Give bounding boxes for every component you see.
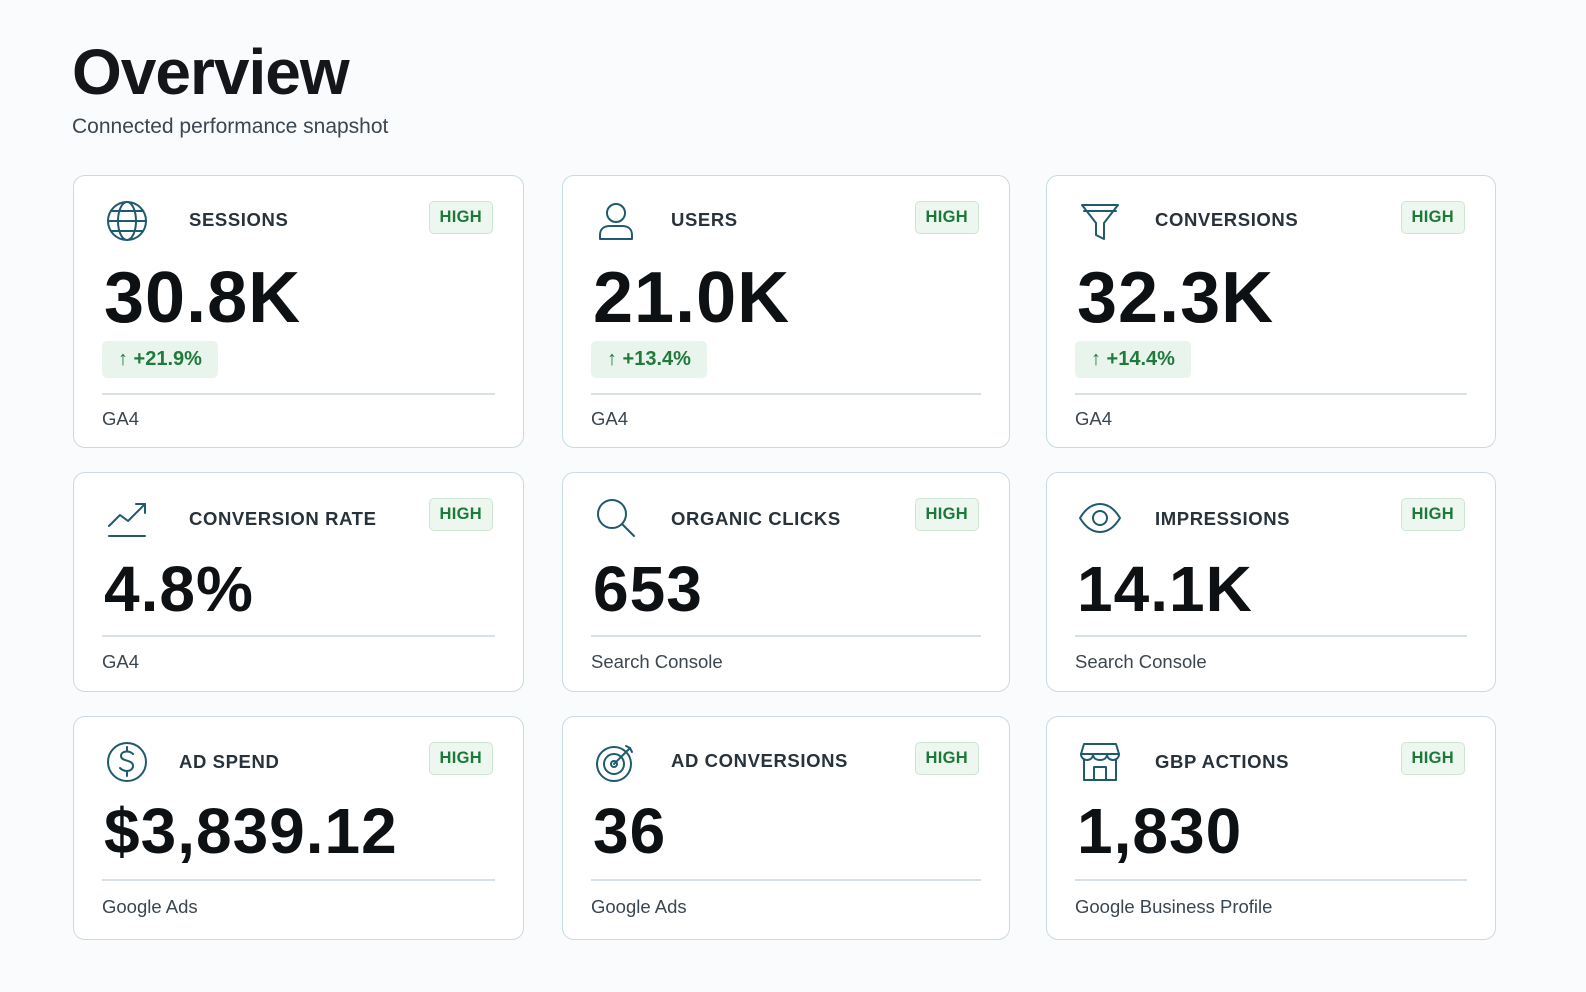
card-divider <box>1075 393 1467 395</box>
metric-source: Google Ads <box>102 896 198 917</box>
metric-source: GA4 <box>591 408 629 429</box>
storefront-icon <box>1077 739 1123 785</box>
metric-value: 32.3K <box>1077 258 1275 338</box>
confidence-badge: HIGH <box>428 201 493 234</box>
card-divider <box>591 393 981 395</box>
metric-label: CONVERSION RATE <box>189 508 377 529</box>
metric-card-ad-conversions[interactable]: AD CONVERSIONS HIGH 36 Google Ads <box>562 716 1010 940</box>
page-subtitle: Connected performance snapshot <box>72 115 389 138</box>
eye-icon <box>1077 495 1123 541</box>
metric-card-impressions[interactable]: IMPRESSIONS HIGH 14.1K Search Console <box>1046 472 1496 692</box>
metric-value: 1,830 <box>1077 795 1243 867</box>
metric-value: 4.8% <box>104 553 254 625</box>
user-icon <box>593 198 639 244</box>
metric-value: 653 <box>593 553 703 625</box>
card-divider <box>102 879 495 881</box>
dollar-icon <box>104 739 150 785</box>
metric-label: SESSIONS <box>189 209 289 230</box>
metric-card-gbp-actions[interactable]: GBP ACTIONS HIGH 1,830 Google Business P… <box>1046 716 1496 940</box>
metric-label: ORGANIC CLICKS <box>671 508 841 529</box>
metric-source: GA4 <box>102 408 140 429</box>
search-icon <box>593 495 639 541</box>
card-divider <box>1075 635 1467 637</box>
page-header: Overview Connected performance snapshot <box>72 36 388 140</box>
metric-label: USERS <box>671 209 738 230</box>
metric-card-ad-spend[interactable]: AD SPEND HIGH $3,839.12 Google Ads <box>73 716 524 940</box>
metric-label: AD CONVERSIONS <box>671 750 848 771</box>
metric-value: 21.0K <box>593 258 791 338</box>
funnel-icon <box>1077 198 1123 244</box>
confidence-badge: HIGH <box>914 201 979 234</box>
metric-label: GBP ACTIONS <box>1155 751 1290 772</box>
metric-delta: ↑ +14.4% <box>1075 341 1191 378</box>
card-divider <box>591 635 981 637</box>
metric-delta: ↑ +13.4% <box>591 341 707 378</box>
confidence-badge: HIGH <box>1400 498 1465 531</box>
metric-label: AD SPEND <box>179 751 280 772</box>
metric-source: GA4 <box>1075 408 1113 429</box>
card-divider <box>591 879 981 881</box>
metric-delta: ↑ +21.9% <box>102 341 218 378</box>
metric-card-organic-clicks[interactable]: ORGANIC CLICKS HIGH 653 Search Console <box>562 472 1010 692</box>
confidence-badge: HIGH <box>914 498 979 531</box>
trend-chart-icon <box>104 495 150 541</box>
metric-value: $3,839.12 <box>104 795 398 867</box>
confidence-badge: HIGH <box>1400 201 1465 234</box>
metric-value: 30.8K <box>104 258 302 338</box>
confidence-badge: HIGH <box>1400 742 1465 775</box>
card-divider <box>102 393 495 395</box>
metric-card-sessions[interactable]: SESSIONS HIGH 30.8K ↑ +21.9% GA4 <box>73 175 524 448</box>
card-divider <box>102 635 495 637</box>
metric-source: Search Console <box>591 651 723 672</box>
metric-label: CONVERSIONS <box>1155 209 1299 230</box>
confidence-badge: HIGH <box>428 498 493 531</box>
metric-card-conversion-rate[interactable]: CONVERSION RATE HIGH 4.8% GA4 <box>73 472 524 692</box>
card-divider <box>1075 879 1467 881</box>
metric-value: 14.1K <box>1077 553 1253 625</box>
metric-source: Search Console <box>1075 651 1207 672</box>
target-icon <box>593 739 639 785</box>
confidence-badge: HIGH <box>914 742 979 775</box>
metric-label: IMPRESSIONS <box>1155 508 1291 529</box>
metric-source: GA4 <box>102 651 140 672</box>
globe-icon <box>104 198 150 244</box>
metric-value: 36 <box>593 795 667 867</box>
confidence-badge: HIGH <box>428 742 493 775</box>
metric-source: Google Business Profile <box>1075 896 1273 917</box>
metric-source: Google Ads <box>591 896 687 917</box>
metric-card-conversions[interactable]: CONVERSIONS HIGH 32.3K ↑ +14.4% GA4 <box>1046 175 1496 448</box>
metric-card-users[interactable]: USERS HIGH 21.0K ↑ +13.4% GA4 <box>562 175 1010 448</box>
page-title: Overview <box>72 36 350 108</box>
